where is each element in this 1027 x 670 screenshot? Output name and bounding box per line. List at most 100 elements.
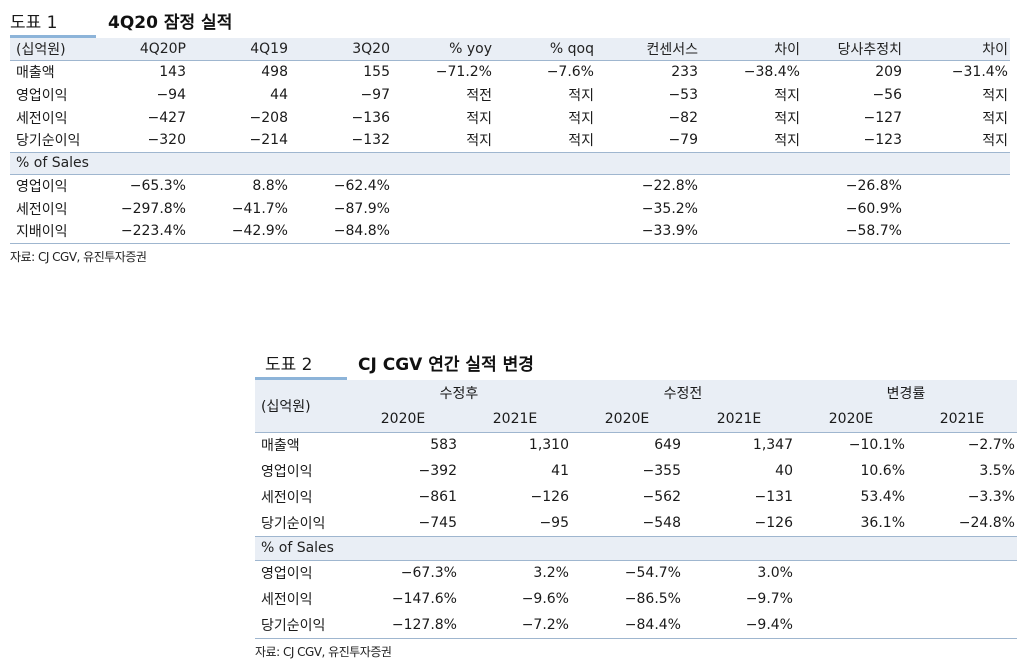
table-cell: 41 <box>551 463 569 479</box>
row-label: 영업이익 <box>261 464 313 480</box>
table-cell <box>904 173 1010 197</box>
year-header: 2021E <box>907 406 1017 432</box>
table-cell: 적지 <box>774 87 800 104</box>
figure-1-name: 4Q20 잠정 실적 <box>108 13 233 33</box>
figure-2-title-bar: 도표 2 CJ CGV 연간 실적 변경 <box>255 346 1017 380</box>
table-cell: −147.6% <box>391 591 457 607</box>
table-row: 지배이익 −223.4% −42.9% −84.8% −33.9% −58.7% <box>10 220 1010 244</box>
table-cell: −97 <box>360 86 390 103</box>
figure-2-name: CJ CGV 연간 실적 변경 <box>358 355 534 375</box>
table-cell <box>392 173 494 197</box>
table-cell: −82 <box>668 109 698 126</box>
section-label: % of Sales <box>255 535 1017 560</box>
table-1-body: 매출액 143 498 155 −71.2% −7.6% 233 −38.4% 209 −31.4… <box>10 59 1010 244</box>
row-label: 매출액 <box>10 59 92 83</box>
table-cell: −58.7% <box>802 220 904 244</box>
table-row: 세전이익 −147.6% −9.6% −86.5% −9.7% <box>255 586 1017 612</box>
table-cell: −7.2% <box>459 612 571 639</box>
table-cell: −392 <box>418 463 457 479</box>
table-row: 영업이익 −67.3% 3.2% −54.7% 3.0% <box>255 559 1017 586</box>
table-cell: 적지 <box>568 87 594 104</box>
table-cell: 498 <box>188 59 290 83</box>
figure-2-label-underline <box>255 377 347 380</box>
table-cell <box>494 220 596 244</box>
table-cell <box>494 197 596 220</box>
table-cell: 적지 <box>568 133 594 150</box>
table-cell: −31.4% <box>904 59 1010 83</box>
table-cell: −94 <box>156 86 186 103</box>
table-cell <box>494 173 596 197</box>
table-cell: −126 <box>530 489 569 505</box>
column-header: 컨센서스 <box>596 38 700 60</box>
table-cell: −41.7% <box>231 200 288 217</box>
table-cell: 583 <box>347 431 459 458</box>
table-cell: −7.6% <box>494 59 596 83</box>
section-row: % of Sales <box>255 535 1017 560</box>
column-header: 3Q20 <box>290 38 392 60</box>
row-label: 영업이익 <box>16 87 68 104</box>
year-header: 2021E <box>459 406 571 432</box>
unit-label: (십억원) <box>255 380 347 432</box>
figure-1-label: 도표 1 <box>10 13 58 33</box>
table-cell: −60.9% <box>845 200 902 217</box>
table-cell: −10.1% <box>795 431 907 458</box>
table-cell: −26.8% <box>802 173 904 197</box>
row-label: 당기순이익 <box>16 133 81 150</box>
table-2: (십억원) 수정후 수정전 변경률 2020E 2021E 2020E 2021E 2020E 2… <box>255 380 1017 639</box>
table-1-header-row: (십억원) 4Q20P 4Q19 3Q20% yoy% qoq 컨센서스 차이 당사추정치 차… <box>10 38 1010 60</box>
year-header-row: 2020E 2021E 2020E 2021E 2020E 2021E <box>255 406 1017 432</box>
table-cell: −84.8% <box>290 220 392 244</box>
table-row: 세전이익 −861 −126 −562 −131 53.4% −3.3% <box>255 484 1017 510</box>
table-cell: 3.2% <box>459 559 571 586</box>
table-cell: −9.4% <box>683 612 795 639</box>
table-cell: 36.1% <box>860 514 905 531</box>
figure-2-source: 자료: CJ CGV, 유진투자증권 <box>255 644 392 659</box>
table-cell: −42.9% <box>188 220 290 244</box>
table-cell: −56 <box>872 86 902 103</box>
table-cell: −62.4% <box>290 173 392 197</box>
table-row: 영업이익 −94 44 −97 적전 적지 −53 적지 −56 적지 <box>10 83 1010 106</box>
row-label: 세전이익 <box>16 201 68 218</box>
table-cell: −126 <box>754 514 793 531</box>
column-header: 차이 <box>904 38 1010 60</box>
table-cell: −132 <box>351 132 390 149</box>
row-label: 영업이익 <box>10 173 92 197</box>
table-cell <box>904 197 1010 220</box>
table-row: 매출액 143 498 155 −71.2% −7.6% 233 −38.4% 209 −31.4… <box>10 59 1010 83</box>
table-cell <box>795 559 907 586</box>
table-cell <box>795 586 907 612</box>
table-cell <box>904 220 1010 244</box>
table-cell: −127 <box>863 109 902 126</box>
year-header: 2021E <box>683 406 795 432</box>
table-2-header: (십억원) 수정후 수정전 변경률 2020E 2021E 2020E 2021E 2020E 2… <box>255 380 1017 432</box>
table-cell: −71.2% <box>392 59 494 83</box>
table-row: 세전이익 −297.8% −41.7% −87.9% −35.2% −60.9% <box>10 197 1010 220</box>
table-cell <box>700 197 802 220</box>
figure-2: 도표 2 CJ CGV 연간 실적 변경 (십억원) 수정후 수정전 변경률 2020E… <box>255 346 1017 660</box>
table-cell: −87.9% <box>333 200 390 217</box>
table-row: 세전이익 −427 −208 −136 적지 적지 −82 적지 −127 적지 <box>10 106 1010 129</box>
table-cell: −861 <box>418 489 457 505</box>
row-label: 세전이익 <box>261 592 313 608</box>
table-cell: 3.5% <box>979 463 1015 479</box>
section-label: % of Sales <box>10 151 1010 174</box>
figure-1-source: 자료: CJ CGV, 유진투자증권 <box>10 249 147 264</box>
column-header: % yoy <box>392 38 494 60</box>
table-row: 당기순이익 −745 −95 −548 −126 36.1% −24.8% <box>255 510 1017 536</box>
table-cell: −9.6% <box>521 591 569 607</box>
table-cell: 1,310 <box>459 431 571 458</box>
section-row: % of Sales <box>10 151 1010 174</box>
table-cell <box>795 612 907 639</box>
table-cell: −214 <box>249 132 288 149</box>
table-cell: −427 <box>147 109 186 126</box>
table-1: (십억원) 4Q20P 4Q19 3Q20% yoy% qoq 컨센서스 차이 당사추정치 차… <box>10 38 1010 244</box>
year-header: 2020E <box>795 406 907 432</box>
table-cell: −2.7% <box>907 431 1017 458</box>
row-label: 지배이익 <box>10 220 92 244</box>
table-cell: 적지 <box>982 87 1008 104</box>
year-header: 2020E <box>571 406 683 432</box>
table-row: 당기순이익 −127.8% −7.2% −84.4% −9.4% <box>255 612 1017 639</box>
figure-1-title-bar: 도표 1 4Q20 잠정 실적 <box>10 4 1010 38</box>
table-cell: 적지 <box>568 110 594 127</box>
table-cell <box>392 220 494 244</box>
